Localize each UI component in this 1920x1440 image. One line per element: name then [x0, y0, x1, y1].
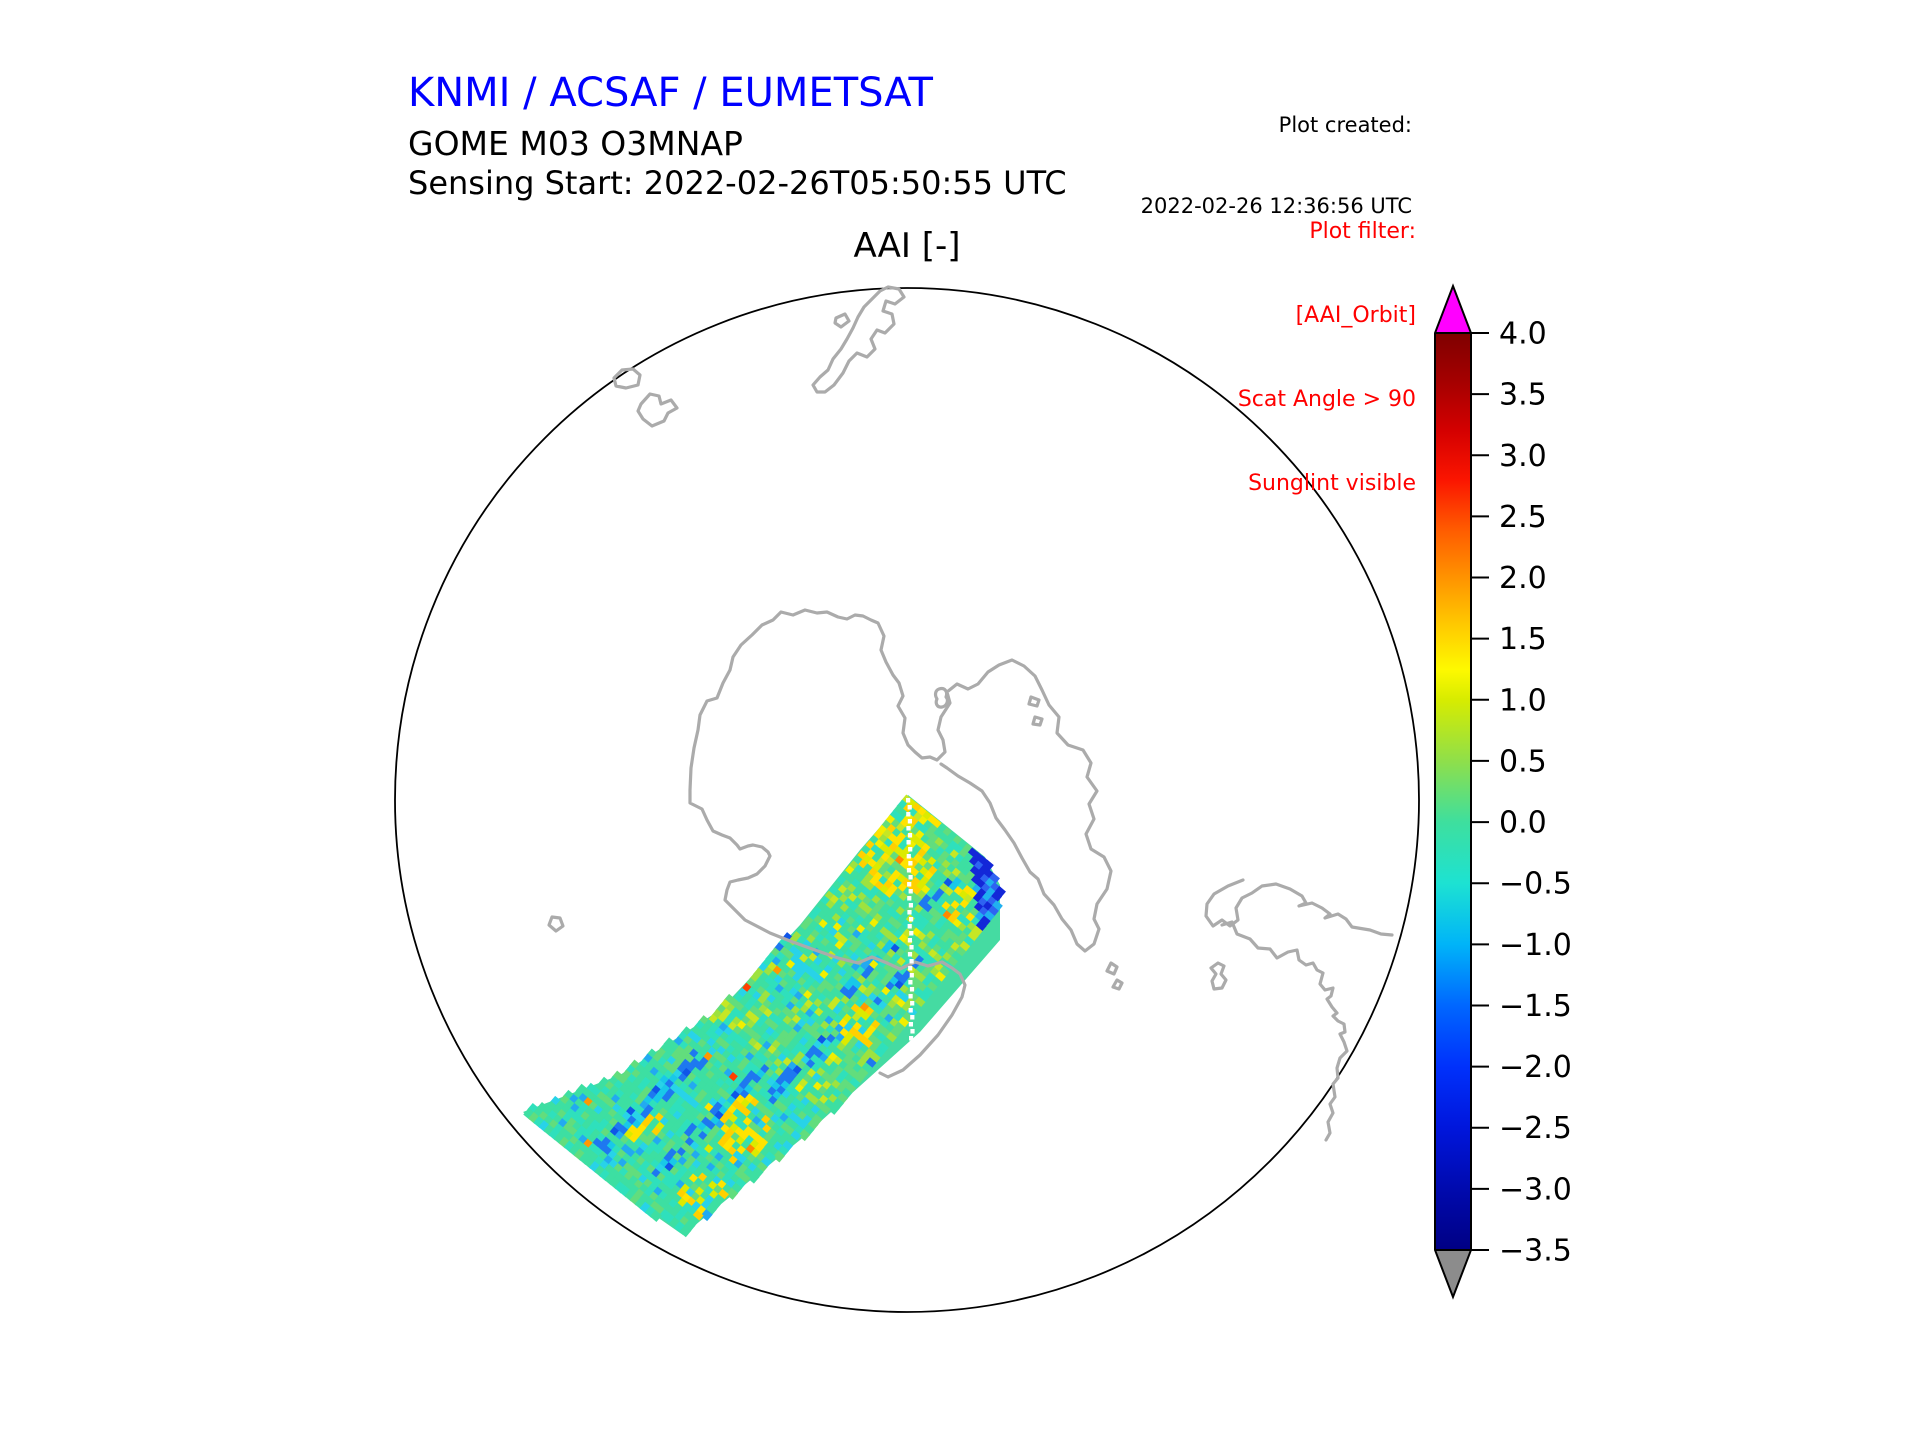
colorbar-over-arrow: [1435, 286, 1471, 333]
colorbar-tick-label: −3.0: [1499, 1172, 1572, 1207]
coast-small-island: [833, 312, 851, 329]
coast-falklands: [636, 392, 679, 428]
colorbar-under-arrow: [1435, 1250, 1471, 1297]
satellite-swath: [523, 794, 1006, 1238]
colorbar-tick-label: 3.0: [1499, 439, 1547, 474]
plot-filter-line: [AAI_Orbit]: [1295, 303, 1416, 328]
colorbar-tick-label: −2.5: [1499, 1111, 1572, 1146]
plot-filter-line: Sunglint visible: [1248, 471, 1416, 496]
colorbar-tick-label: −2.0: [1499, 1050, 1572, 1085]
colorbar-gradient-bar: [1435, 333, 1471, 1250]
plot-created-block: Plot created: 2022-02-26 12:36:56 UTC: [1141, 58, 1412, 274]
plot-created-label: Plot created:: [1278, 113, 1412, 137]
colorbar-tick-label: 4.0: [1499, 317, 1547, 352]
coastlines: [547, 285, 1394, 1142]
colorbar-tick-label: 0.5: [1499, 744, 1547, 779]
plot-filter-line: Plot filter:: [1309, 219, 1416, 244]
colorbar-tick-label: 2.0: [1499, 561, 1547, 596]
coast-bay-dot2: [1031, 715, 1044, 727]
coast-right-landmass-north: [1204, 878, 1394, 937]
colorbar-ticks: [1471, 332, 1489, 1251]
colorbar-tick-label: 3.5: [1499, 378, 1547, 413]
colorbar-tick-label: 1.0: [1499, 683, 1547, 718]
colorbar: 4.0 3.5 3.0 2.5 2.0 1.5 1.0 0.5 0.0 −0.5 −1.0 −1.5 −…: [1434, 283, 1572, 1300]
coast-right-landmass-south: [1220, 920, 1349, 1142]
nadir-dotted-line: [906, 798, 915, 1041]
colorbar-tick-labels: 4.0 3.5 3.0 2.5 2.0 1.5 1.0 0.5 0.0 −0.5 −1.0 −1.5 −…: [1499, 317, 1572, 1269]
plot-filter-line: Scat Angle > 90: [1237, 387, 1416, 412]
colorbar-tick-label: 1.5: [1499, 622, 1547, 657]
coast-tip-islet1: [1105, 961, 1119, 976]
coast-south-america: [811, 285, 906, 394]
colorbar-tick-label: −1.5: [1499, 989, 1572, 1024]
colorbar-tick-label: 2.5: [1499, 500, 1547, 535]
sensing-start-line: Sensing Start: 2022-02-26T05:50:55 UTC: [408, 164, 1067, 202]
colorbar-tick-label: −1.0: [1499, 928, 1572, 963]
product-title: GOME M03 O3MNAP: [408, 124, 743, 163]
coast-bay-island: [933, 686, 949, 709]
coast-right-islet: [1209, 961, 1228, 991]
coast-tip-islet2: [1111, 978, 1124, 991]
coast-west-island: [547, 915, 565, 933]
plot-filter-block: Plot filter: [AAI_Orbit] Scat Angle > 90…: [1238, 162, 1416, 554]
brand-title: KNMI / ACSAF / EUMETSAT: [408, 70, 933, 116]
plot-created-value: 2022-02-26 12:36:56 UTC: [1140, 194, 1412, 218]
colorbar-tick-label: −0.5: [1499, 867, 1572, 902]
coast-bay-dot1: [1027, 695, 1041, 708]
colorbar-tick-label: −3.5: [1499, 1234, 1572, 1269]
coast-antarctica: [688, 608, 1113, 1079]
colorbar-tick-label: 0.0: [1499, 806, 1547, 841]
coast-edge-island: [612, 367, 642, 390]
map-axis-title: AAI [-]: [853, 226, 961, 266]
